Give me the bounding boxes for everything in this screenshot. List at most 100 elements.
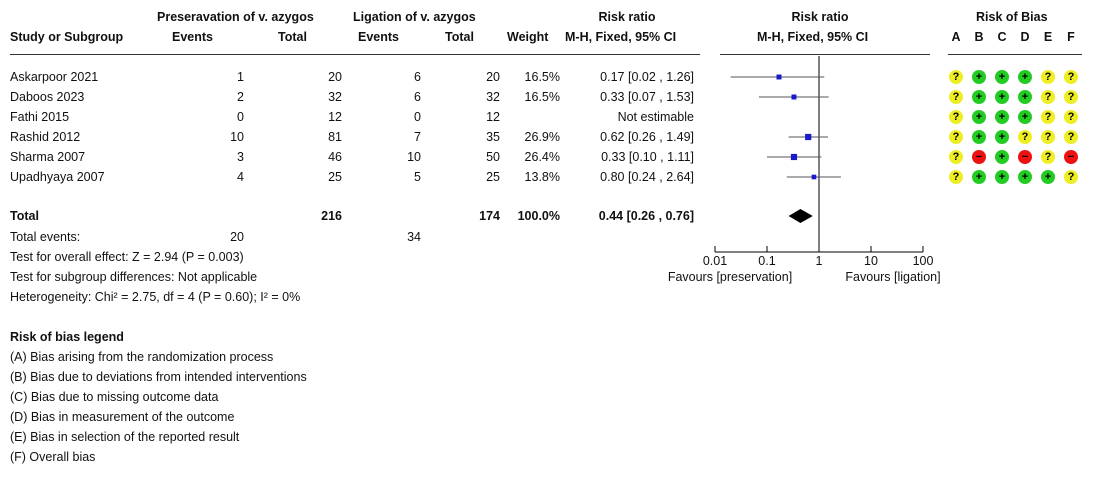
rob-unclear-icon: ? <box>1041 70 1055 84</box>
rob-letter: D <box>1020 30 1030 44</box>
heterogeneity: Heterogeneity: Chi² = 2.75, df = 4 (P = … <box>10 290 301 304</box>
rob-low-icon: + <box>972 130 986 144</box>
rob-high-icon: − <box>972 150 986 164</box>
rob-unclear-icon: ? <box>949 150 963 164</box>
total1-cell: 46 <box>328 150 342 164</box>
x-tick-label: 1 <box>815 254 823 268</box>
total2-cell: 50 <box>486 150 500 164</box>
rob-letter: E <box>1043 30 1053 44</box>
rob-unclear-icon: ? <box>1064 130 1078 144</box>
rob-unclear-icon: ? <box>1064 170 1078 184</box>
rob-letter: A <box>951 30 961 44</box>
events2-cell: 6 <box>414 70 421 84</box>
rob-legend-item-f: (F) Overall bias <box>10 450 96 464</box>
rr-cell: 0.80 [0.24 , 2.64] <box>600 170 694 184</box>
group1-header: Preseravation of v. azygos <box>157 10 314 24</box>
rob-low-icon: + <box>972 110 986 124</box>
rob-low-icon: + <box>1041 170 1055 184</box>
total-t2: 174 <box>479 209 500 223</box>
x-tick-label: 0.01 <box>702 254 728 268</box>
point-estimate <box>791 94 797 100</box>
events2-cell: 10 <box>407 150 421 164</box>
weight-cell: 13.8% <box>524 170 560 184</box>
total1-cell: 25 <box>328 170 342 184</box>
rob-legend-item-c: (C) Bias due to missing outcome data <box>10 390 219 404</box>
events1-header: Events <box>172 30 213 44</box>
plot-header: Risk ratio <box>791 10 849 24</box>
total2-cell: 25 <box>486 170 500 184</box>
total2-header: Total <box>445 30 474 44</box>
total-events-label: Total events: <box>10 230 81 244</box>
rob-low-icon: + <box>972 170 986 184</box>
rob-legend-item-a: (A) Bias arising from the randomization … <box>10 350 274 364</box>
rr-cell: 0.33 [0.10 , 1.11] <box>601 150 694 164</box>
rob-header: Risk of Bias <box>976 10 1048 24</box>
total-events-e1: 20 <box>230 230 244 244</box>
rob-low-icon: + <box>1018 70 1032 84</box>
total1-cell: 81 <box>328 130 342 144</box>
rob-low-icon: + <box>1018 170 1032 184</box>
rob-unclear-icon: ? <box>1041 150 1055 164</box>
subgroup-test: Test for subgroup differences: Not appli… <box>10 270 258 284</box>
study-name: Askarpoor 2021 <box>10 70 99 84</box>
rob-unclear-icon: ? <box>1018 130 1032 144</box>
rr-cell: Not estimable <box>617 110 694 124</box>
rob-low-icon: + <box>995 70 1009 84</box>
rob-letter: B <box>974 30 984 44</box>
rob-legend-title: Risk of bias legend <box>10 330 124 344</box>
header-rule-plot <box>720 54 930 55</box>
point-estimate <box>776 74 782 80</box>
events2-header: Events <box>358 30 399 44</box>
group2-header: Ligation of v. azygos <box>353 10 476 24</box>
study-name: Rashid 2012 <box>10 130 81 144</box>
total1-cell: 32 <box>328 90 342 104</box>
rr-method-header: M-H, Fixed, 95% CI <box>565 30 677 44</box>
total-t1: 216 <box>321 209 342 223</box>
rob-unclear-icon: ? <box>949 110 963 124</box>
events2-cell: 5 <box>414 170 421 184</box>
rob-unclear-icon: ? <box>1041 130 1055 144</box>
rob-high-icon: − <box>1018 150 1032 164</box>
events1-cell: 1 <box>237 70 244 84</box>
total2-cell: 20 <box>486 70 500 84</box>
rob-low-icon: + <box>995 90 1009 104</box>
rob-unclear-icon: ? <box>949 130 963 144</box>
rr-cell: 0.62 [0.26 , 1.49] <box>600 130 694 144</box>
study-name: Fathi 2015 <box>10 110 70 124</box>
rob-low-icon: + <box>995 170 1009 184</box>
weight-cell: 16.5% <box>524 70 560 84</box>
x-tick-label: 10 <box>864 254 878 268</box>
rob-low-icon: + <box>1018 90 1032 104</box>
events2-cell: 7 <box>414 130 421 144</box>
point-estimate <box>790 153 798 161</box>
events1-cell: 10 <box>230 130 244 144</box>
point-estimate <box>805 133 812 141</box>
total2-cell: 12 <box>486 110 500 124</box>
rob-unclear-icon: ? <box>1064 90 1078 104</box>
total2-cell: 32 <box>486 90 500 104</box>
x-tick-label: 100 <box>912 254 934 268</box>
rob-legend-item-b: (B) Bias due to deviations from intended… <box>10 370 307 384</box>
point-estimate <box>811 174 817 180</box>
study-header: Study or Subgroup <box>10 30 124 44</box>
rob-letter: F <box>1067 30 1075 44</box>
rr-cell: 0.17 [0.02 , 1.26] <box>600 70 694 84</box>
weight-header: Weight <box>507 30 549 44</box>
events2-cell: 0 <box>414 110 421 124</box>
study-name: Upadhyaya 2007 <box>10 170 105 184</box>
rob-unclear-icon: ? <box>949 70 963 84</box>
events1-cell: 4 <box>237 170 244 184</box>
total1-cell: 12 <box>328 110 342 124</box>
events1-cell: 0 <box>237 110 244 124</box>
total2-cell: 35 <box>486 130 500 144</box>
total1-cell: 20 <box>328 70 342 84</box>
rob-low-icon: + <box>1018 110 1032 124</box>
rr-cell: 0.33 [0.07 , 1.53] <box>600 90 694 104</box>
header-rule <box>10 54 700 55</box>
total-weight: 100.0% <box>517 209 560 223</box>
rob-low-icon: + <box>995 110 1009 124</box>
total-label: Total <box>10 209 39 223</box>
rob-low-icon: + <box>995 130 1009 144</box>
pooled-diamond <box>788 209 813 223</box>
